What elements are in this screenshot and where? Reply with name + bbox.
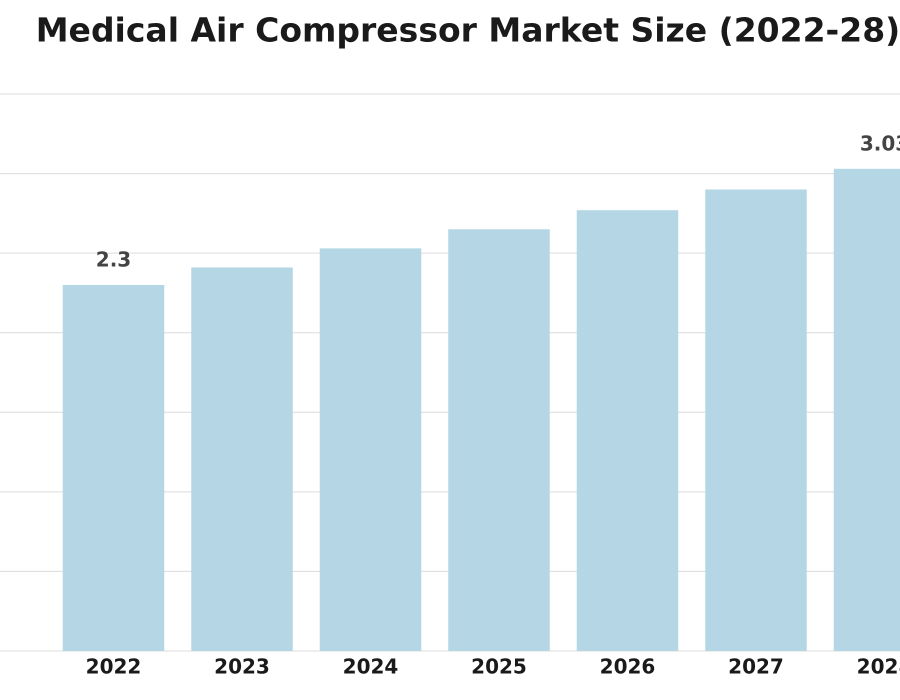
bar bbox=[576, 210, 679, 651]
x-tick-label: 2027 bbox=[728, 655, 784, 679]
bar bbox=[319, 248, 422, 651]
bar bbox=[705, 189, 807, 651]
x-tick-label: 2026 bbox=[600, 655, 656, 679]
x-tick-label: 2024 bbox=[343, 655, 399, 679]
x-tick-label: 2022 bbox=[86, 655, 142, 679]
value-label: 2.3 bbox=[96, 247, 131, 271]
bar bbox=[448, 229, 550, 651]
chart-title: Medical Air Compressor Market Size (2022… bbox=[36, 11, 900, 50]
bar bbox=[62, 284, 165, 651]
bar bbox=[191, 267, 293, 651]
x-tick-label: 2025 bbox=[471, 655, 527, 679]
x-tick-label: 2028 bbox=[857, 655, 900, 679]
x-tick-label: 2023 bbox=[214, 655, 270, 679]
bar bbox=[833, 168, 900, 651]
value-label: 3.03 bbox=[860, 131, 900, 155]
